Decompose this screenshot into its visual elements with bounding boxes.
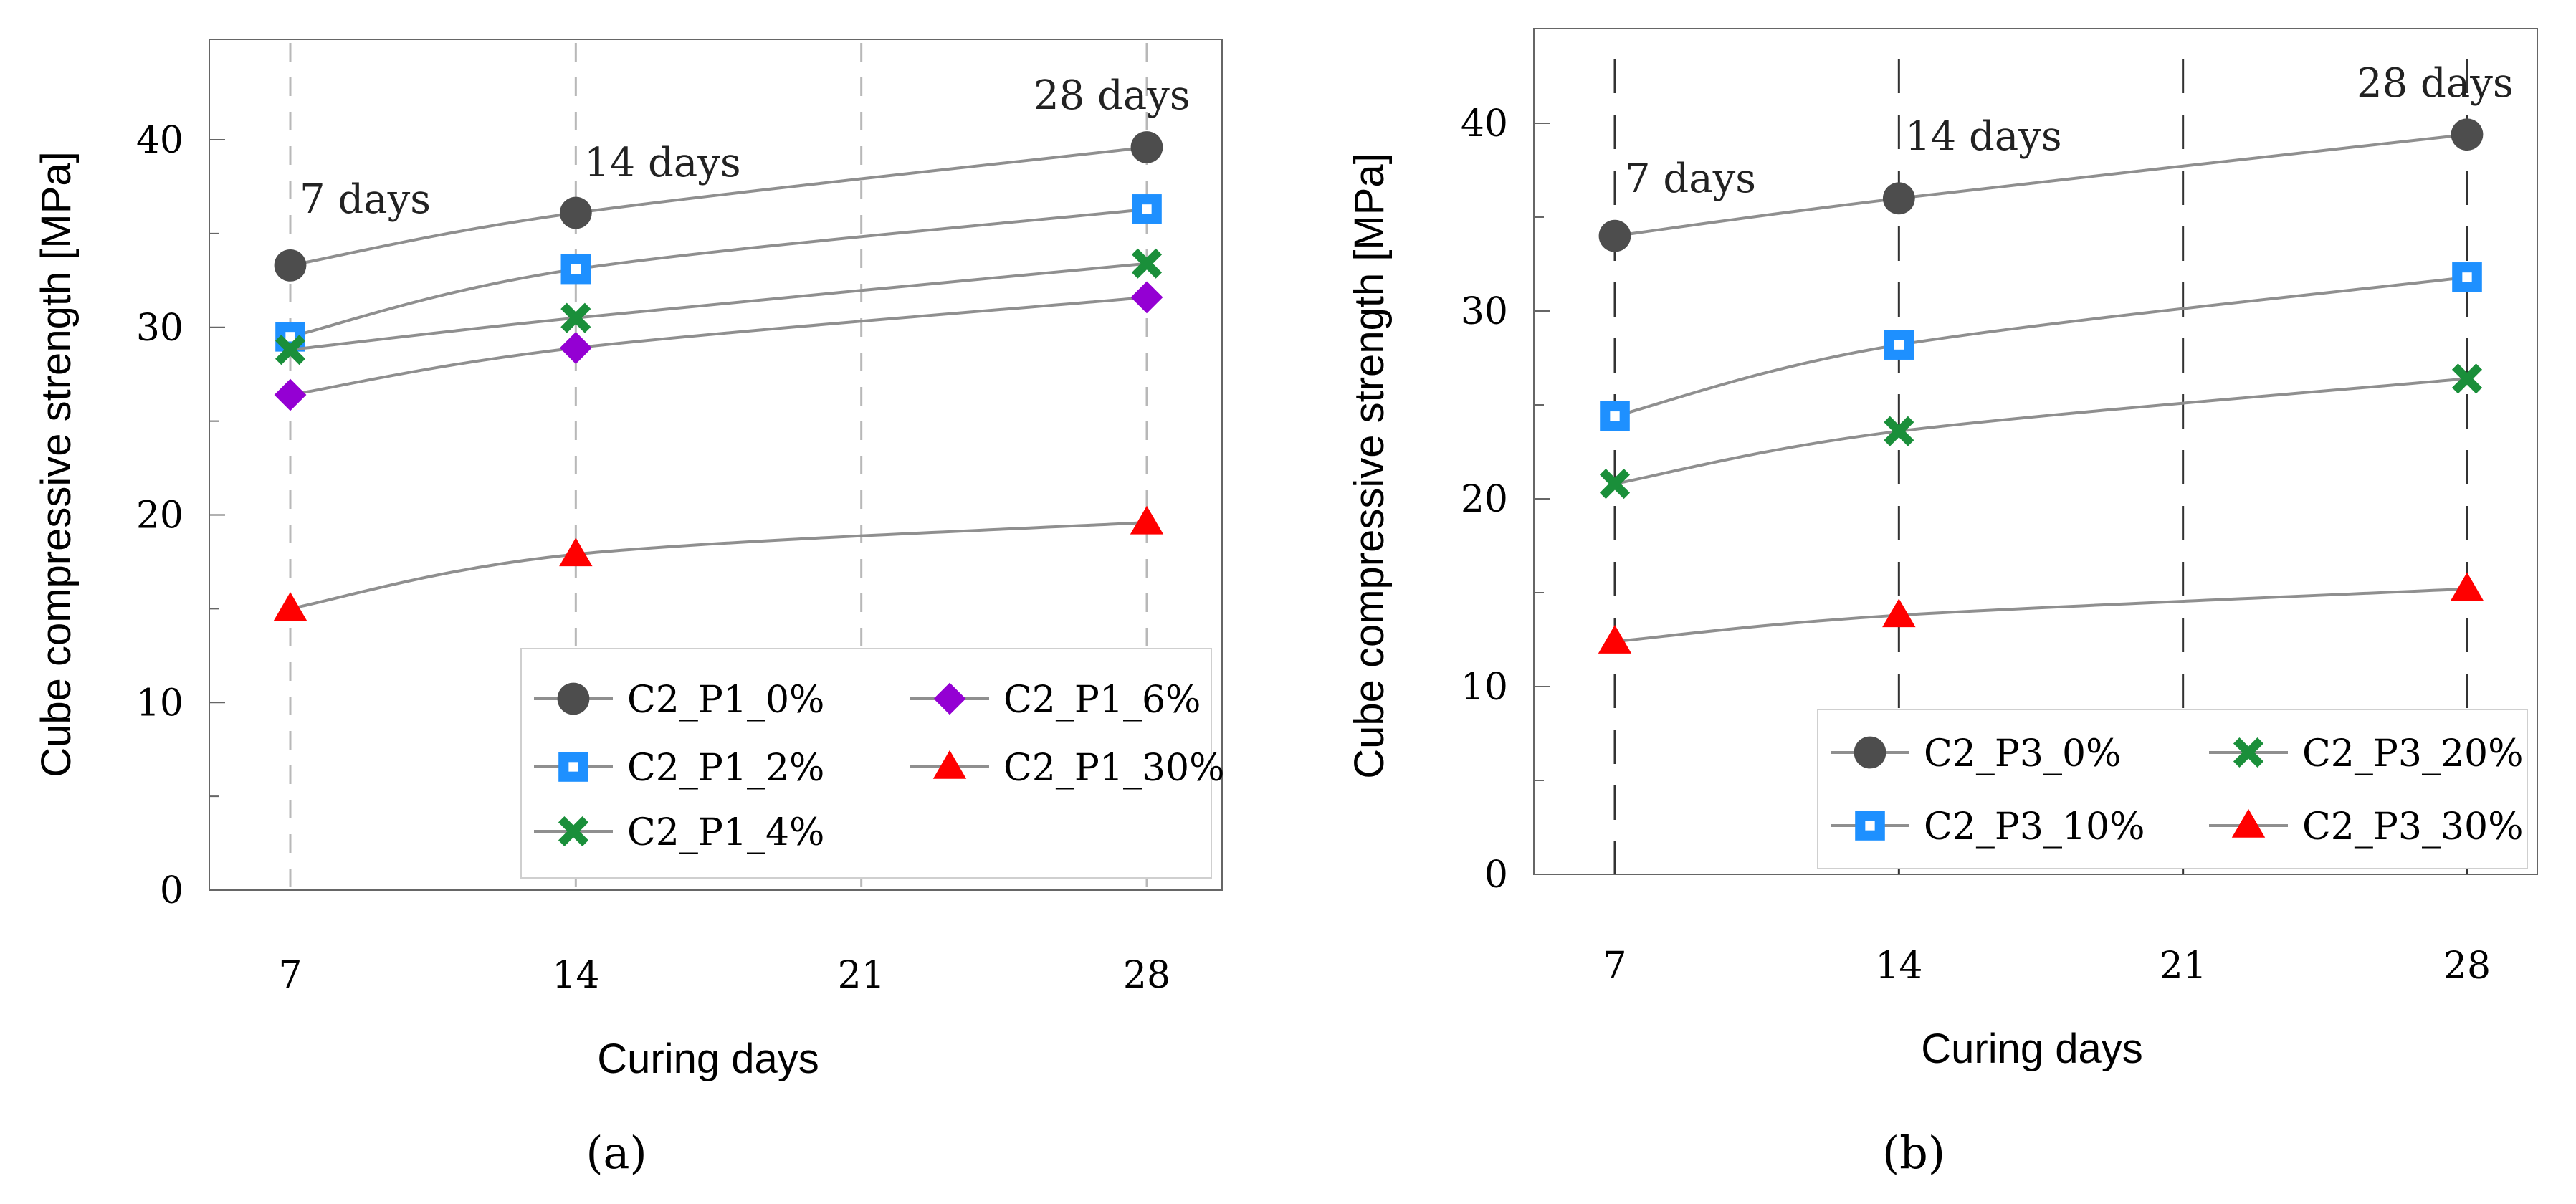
- chart-a: 0 10 20 30 40 7 14 21 28 7 days 14 days 28 days C2…: [33, 39, 1225, 1179]
- chart-a-legend-label-0: C2_P1_0%: [627, 679, 824, 722]
- chart-a-series-1-point-2: [1132, 194, 1162, 224]
- chart-b-series-line-1: [1614, 275, 2468, 418]
- chart-b-y-tick-label: 20: [1461, 478, 1508, 521]
- chart-a-series-line-3: [290, 295, 1148, 396]
- chart-a-series-line-2: [290, 262, 1148, 352]
- chart-a-series-4-point-2: [1130, 505, 1164, 535]
- chart-b-annotation-1: 14 days: [1905, 113, 2062, 160]
- chart-b-legend-marker-3: [2231, 808, 2266, 838]
- chart-a-series-line-1: [290, 207, 1148, 338]
- chart-b-series-0-point-0: [1598, 219, 1631, 252]
- chart-b-plot-frame: [1533, 28, 2538, 875]
- chart-a-legend-label-3: C2_P1_6%: [1003, 679, 1201, 722]
- chart-a-y-tick-label: 20: [136, 494, 183, 538]
- chart-a-series-0-point-1: [559, 196, 592, 229]
- chart-b-y-tick-label: 30: [1461, 290, 1508, 333]
- chart-b-x-tick-label: 14: [1875, 945, 1922, 988]
- chart-a-y-axis-label: Cube compressive strength [MPa]: [33, 151, 80, 778]
- chart-a-series-2-point-0: [275, 335, 306, 366]
- chart-b-series-3-point-1: [1882, 598, 1916, 628]
- chart-a-series-3-point-1: [559, 332, 592, 364]
- chart-a-series-2-point-1: [560, 302, 591, 333]
- chart-a-x-tick-label: 28: [1123, 954, 1170, 997]
- chart-b-series-3-point-2: [2450, 572, 2484, 601]
- chart-a-x-tick-label: 21: [838, 954, 885, 997]
- chart-b-series-line-2: [1614, 377, 2468, 486]
- chart-a-x-tick-label: 14: [552, 954, 599, 997]
- chart-b-series-line-3: [1614, 587, 2468, 644]
- chart-a-series-line-4: [290, 520, 1148, 611]
- chart-a-legend-marker-2: [558, 816, 589, 847]
- chart-b-series-2-point-0: [1599, 468, 1631, 500]
- chart-a-legend-label-4: C2_P1_30%: [1003, 747, 1225, 790]
- chart-b-series-2-point-1: [1884, 416, 1914, 446]
- chart-b-x-tick-label: 28: [2443, 945, 2491, 988]
- chart-a-panel-label: (a): [586, 1127, 647, 1179]
- chart-a-legend-label-2: C2_P1_4%: [627, 811, 824, 854]
- chart-b-legend-label-3: C2_P3_30%: [2302, 806, 2524, 849]
- chart-a-annotation-0: 7 days: [300, 176, 431, 223]
- chart-b-x-tick-label: 7: [1603, 945, 1626, 988]
- chart-a-series-3-point-0: [274, 378, 307, 411]
- chart-a-legend: [520, 648, 1212, 879]
- chart-b-y-tick-label: 40: [1461, 102, 1508, 145]
- chart-a-legend-marker-1: [558, 752, 588, 782]
- chart-a-series-0-point-0: [274, 249, 307, 282]
- chart-a-y-tick-label: 40: [136, 119, 183, 162]
- chart-b-legend-marker-1: [1855, 811, 1885, 841]
- chart-a-series-0-point-2: [1130, 131, 1163, 163]
- chart-b-legend-label-1: C2_P3_10%: [1924, 806, 2145, 849]
- chart-b-y-tick-label: 10: [1461, 666, 1508, 709]
- chart-a-y-tick-label: 0: [160, 869, 183, 912]
- chart-a-annotation-2: 28 days: [1034, 72, 1191, 119]
- chart-a-legend-marker-0: [557, 682, 590, 715]
- chart-b-legend-marker-0: [1854, 736, 1886, 769]
- chart-b-y-tick-label: 0: [1484, 854, 1508, 897]
- chart-a-series-4-point-1: [559, 538, 593, 567]
- chart-a-x-tick-label: 7: [278, 954, 302, 997]
- chart-b-series-1-point-0: [1600, 401, 1630, 431]
- chart-b-legend-label-0: C2_P3_0%: [1924, 732, 2121, 775]
- chart-b-x-tick-label: 21: [2160, 945, 2207, 988]
- chart-b-series-3-point-0: [1598, 624, 1632, 654]
- chart-a-legend-label-1: C2_P1_2%: [627, 747, 824, 790]
- chart-a-y-tick-label: 10: [136, 682, 183, 725]
- chart-b-series-0-point-2: [2451, 118, 2484, 151]
- chart-b-series-1-point-1: [1884, 330, 1914, 360]
- chart-a-annotation-1: 14 days: [584, 140, 741, 186]
- chart-b-legend-label-2: C2_P3_20%: [2302, 732, 2524, 775]
- chart-b-panel-label: (b): [1882, 1127, 1945, 1179]
- chart-a-x-axis-label: Curing days: [597, 1036, 819, 1082]
- chart-b-series-2-point-2: [2451, 363, 2483, 394]
- chart-b-series-0-point-1: [1882, 182, 1915, 215]
- chart-b-x-axis-label: Curing days: [1921, 1026, 2142, 1072]
- chart-b-y-axis-label: Cube compressive strength [MPa]: [1346, 153, 1393, 779]
- chart-b-legend-marker-2: [2233, 737, 2264, 768]
- chart-a-series-1-point-1: [560, 254, 591, 285]
- chart-b-annotation-0: 7 days: [1625, 156, 1756, 202]
- chart-b-series-line-0: [1614, 133, 2468, 238]
- chart-a-legend-marker-4: [932, 750, 967, 779]
- chart-b-legend: [1817, 709, 2528, 869]
- chart-b-series-1-point-2: [2452, 262, 2482, 292]
- chart-b-annotation-2: 28 days: [2357, 60, 2514, 107]
- chart-b: 0 10 20 30 40 7 14 21 28 7 days 14 days 28 days C2…: [1346, 28, 2538, 1179]
- chart-a-series-3-point-2: [1130, 281, 1163, 314]
- chart-a-legend-marker-3: [933, 682, 966, 715]
- chart-a-plot-frame: [209, 39, 1223, 891]
- chart-a-y-tick-label: 30: [136, 307, 183, 350]
- chart-a-series-2-point-2: [1131, 248, 1163, 279]
- chart-a-series-line-0: [290, 145, 1148, 267]
- chart-a-series-4-point-0: [273, 592, 307, 621]
